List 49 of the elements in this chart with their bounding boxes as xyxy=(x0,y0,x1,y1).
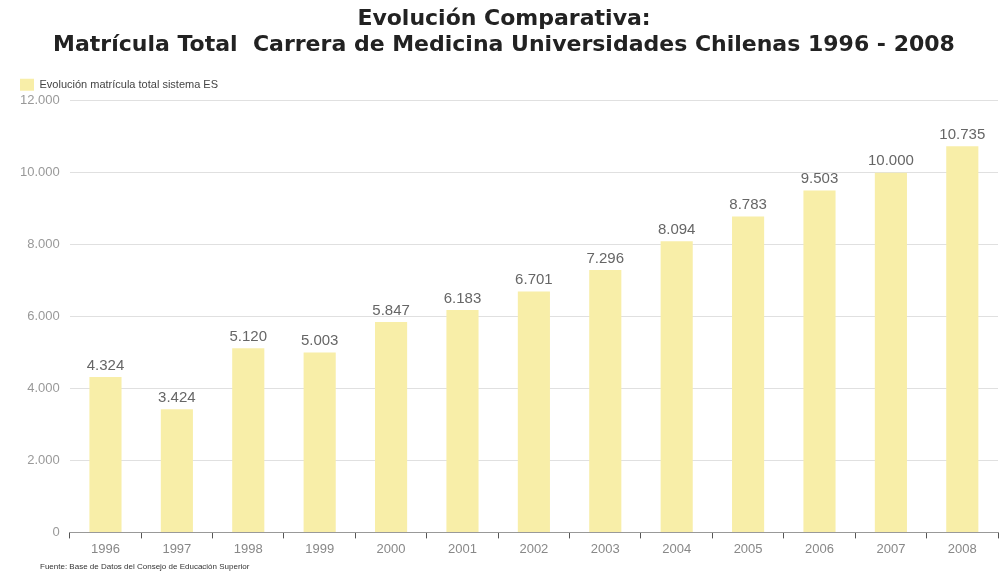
y-tick-label: 6.000 xyxy=(27,308,60,324)
bar xyxy=(660,241,693,532)
x-tick-label: 2007 xyxy=(876,540,906,556)
bar xyxy=(303,352,336,532)
data-label: 10.735 xyxy=(939,124,986,142)
y-tick-label: 0 xyxy=(52,523,60,539)
bar xyxy=(803,190,836,532)
y-tick-label: 8.000 xyxy=(27,236,60,252)
bar xyxy=(732,216,765,532)
y-tick-label: 4.000 xyxy=(27,380,60,396)
y-tick-label: 12.000 xyxy=(20,92,60,108)
x-tick-label: 2005 xyxy=(733,540,763,556)
data-label: 3.424 xyxy=(158,387,196,405)
data-label: 5.847 xyxy=(372,300,410,318)
data-label: 5.003 xyxy=(300,331,339,349)
chart-title: Evolución Comparativa: Matrícula Total Carrera de Medicina Universidades Chilenas 1996 - 2008 xyxy=(53,4,955,57)
bar xyxy=(375,322,408,532)
bar xyxy=(160,409,193,532)
bar xyxy=(446,310,479,532)
x-tick-label: 2004 xyxy=(662,540,692,556)
data-label: 8.094 xyxy=(657,219,696,237)
x-tick-label: 1996 xyxy=(91,540,120,556)
x-tick-label: 2002 xyxy=(519,540,549,556)
x-tick-label: 2008 xyxy=(947,540,977,556)
data-label: 6.183 xyxy=(443,288,482,306)
source-note: Fuente: Base de Datos del Consejo de Educación Superior xyxy=(40,562,250,571)
data-label: 9.503 xyxy=(800,169,839,187)
bar xyxy=(589,269,622,532)
data-label: 5.120 xyxy=(229,326,268,344)
bar xyxy=(517,291,550,532)
x-tick-label: 1999 xyxy=(305,540,335,556)
data-label: 4.324 xyxy=(86,355,125,373)
y-tick-label: 10.000 xyxy=(20,164,60,180)
x-tick-label: 2000 xyxy=(376,540,406,556)
bar xyxy=(874,172,907,532)
legend-label: Evolución matrícula total sistema ES xyxy=(39,77,219,90)
data-label: 10.000 xyxy=(867,151,914,169)
x-tick-label: 1998 xyxy=(233,540,263,556)
bar xyxy=(89,376,122,532)
x-tick-label: 2006 xyxy=(805,540,834,556)
data-label: 8.783 xyxy=(729,195,767,213)
data-label: 6.701 xyxy=(515,270,553,288)
x-tick-label: 2003 xyxy=(590,540,620,556)
data-label: 7.296 xyxy=(586,248,625,266)
bar xyxy=(946,146,979,532)
x-tick-label: 2001 xyxy=(448,540,477,556)
bar xyxy=(232,348,265,532)
y-tick-label: 2.000 xyxy=(27,452,60,468)
x-tick-label: 1997 xyxy=(162,540,192,556)
